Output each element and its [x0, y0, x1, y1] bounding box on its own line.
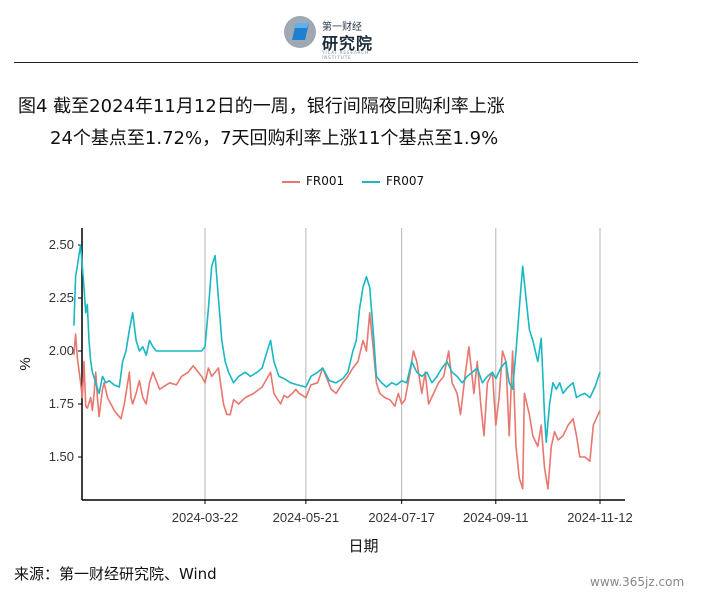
- logo-top-text: 第一财经: [322, 22, 362, 33]
- legend-item-fr007: FR007: [361, 174, 425, 188]
- chart-title-line-2: 24个基点至1.72%，7天回购利率上涨11个基点至1.9%: [50, 128, 499, 149]
- y-axis-title: %: [17, 357, 34, 370]
- series-line-fr001: [73, 312, 601, 490]
- x-tick-label-0: 2024-03-22: [172, 510, 239, 525]
- chart-title-line-1: 图4 截至2024年11月12日的一周，银行间隔夜回购利率上涨: [18, 96, 505, 117]
- legend-label-fr001: FR001: [306, 174, 345, 188]
- logo-mark-icon: [284, 16, 316, 48]
- chart-legend: FR001 FR007: [282, 174, 438, 188]
- y-tick-label-1: 1.75: [49, 396, 74, 411]
- series-line-fr007: [73, 244, 601, 443]
- y-tick-label-4: 2.50: [49, 237, 74, 252]
- x-tick-label-2: 2024-07-17: [368, 510, 435, 525]
- legend-item-fr001: FR001: [282, 174, 344, 188]
- header-divider: [14, 62, 638, 63]
- logo-main-text: 研究院: [322, 34, 374, 53]
- legend-label-fr007: FR007: [385, 174, 425, 188]
- y-tick-label-3: 2.25: [49, 290, 74, 305]
- x-tick-label-1: 2024-05-21: [273, 510, 340, 525]
- y-tick-label-2: 2.00: [49, 343, 74, 358]
- legend-swatch-fr007: [361, 180, 380, 183]
- y-tick-label-0: 1.50: [49, 449, 74, 464]
- legend-swatch-fr001: [282, 180, 300, 183]
- source-note: 来源：第一财经研究院、Wind: [14, 565, 217, 583]
- site-watermark: www.365jz.com: [590, 575, 685, 589]
- yicai-research-logo: 第一财经 研究院 YICAI RESEARCH INSTITUTE: [282, 8, 392, 60]
- x-tick-label-4: 2024-11-12: [567, 510, 633, 525]
- logo-sub-text: YICAI RESEARCH INSTITUTE: [322, 50, 370, 60]
- x-tick-label-3: 2024-09-11: [463, 510, 529, 525]
- x-axis-title: 日期: [348, 537, 378, 555]
